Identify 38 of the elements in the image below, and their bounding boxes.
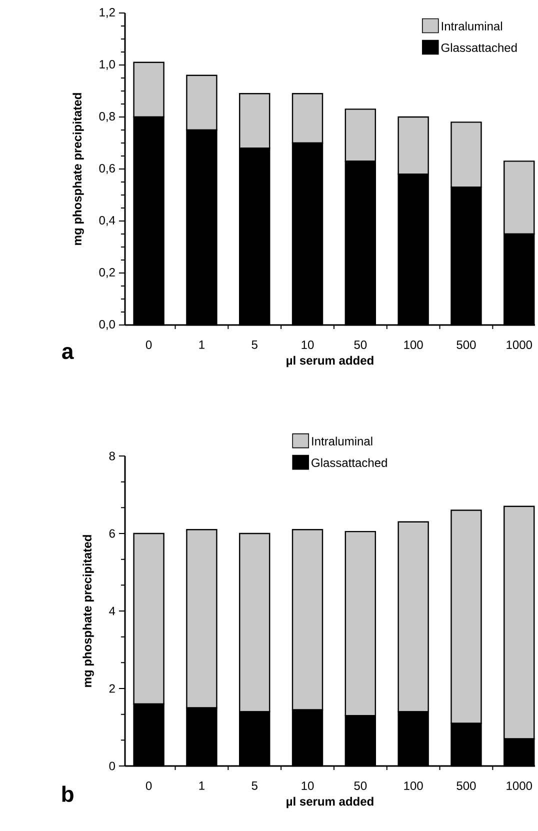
x-tick-label: 10 xyxy=(302,782,314,790)
text: a xyxy=(62,347,74,360)
legend-label: Glassattached xyxy=(312,458,387,468)
y-tick-label: 0,6 xyxy=(99,164,115,174)
x-tick-label: 500 xyxy=(456,340,476,350)
x-tick-label: 0 xyxy=(146,340,152,350)
y-tick-label: 0,4 xyxy=(99,216,116,226)
x-axis-title: µl serum added xyxy=(286,356,374,368)
x-tick-label: 10 xyxy=(302,340,314,350)
x-tick-label: 5 xyxy=(252,340,258,349)
y-axis-title: mg phosphate precipitated xyxy=(72,93,84,245)
y-tick-label: 0,2 xyxy=(99,268,115,278)
legend-label: Intraluminal xyxy=(442,22,502,30)
y-tick-label: 0,0 xyxy=(99,320,115,330)
x-tick-label: 5 xyxy=(252,782,258,790)
y-tick-label: 1,0 xyxy=(100,60,115,70)
x-tick-label: 1000 xyxy=(506,782,532,790)
x-tick-label: 100 xyxy=(404,340,423,350)
y-tick-label: 0 xyxy=(109,762,115,770)
x-tick-label: 1 xyxy=(199,782,204,790)
y-tick-label: 8 xyxy=(109,452,115,460)
x-tick-label: 1000 xyxy=(506,340,532,350)
x-tick-label: 50 xyxy=(354,340,367,350)
text: b xyxy=(62,786,74,802)
x-tick-label: 100 xyxy=(404,782,423,790)
x-tick-label: 50 xyxy=(354,782,367,790)
legend-label: Intraluminal xyxy=(312,436,372,446)
y-tick-label: 1,2 xyxy=(100,8,115,18)
y-axis-title: mg phosphate precipitated xyxy=(82,535,94,687)
x-tick-label: 1 xyxy=(199,340,204,349)
y-tick-label: 6 xyxy=(109,529,115,538)
x-tick-label: 500 xyxy=(456,782,476,790)
x-tick-label: 0 xyxy=(146,782,152,790)
y-tick-label: 2 xyxy=(109,684,115,693)
y-tick-label: 4 xyxy=(109,606,116,616)
x-axis-title: µl serum added xyxy=(286,796,374,808)
y-tick-label: 0,8 xyxy=(99,112,115,122)
legend-label: Glassattached xyxy=(441,43,517,52)
